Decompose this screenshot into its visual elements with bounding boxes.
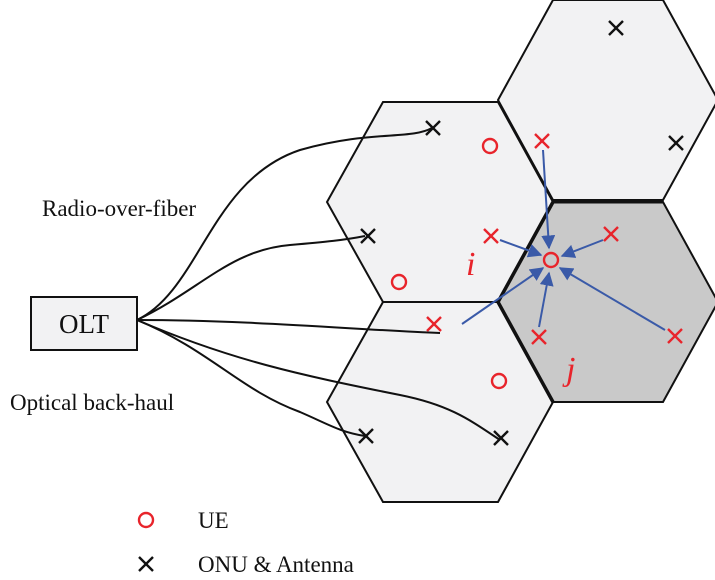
optical-backhaul-label: Optical back-haul <box>10 390 174 415</box>
onu-marker <box>425 120 441 136</box>
red-onu-marker <box>483 228 499 244</box>
interference-arrow <box>461 267 545 325</box>
cells <box>325 0 715 503</box>
fiber-links <box>136 127 501 441</box>
ue-marker-target <box>542 251 560 269</box>
legend: UE ONU & Antenna <box>137 508 354 577</box>
legend-ue-symbol <box>137 511 155 529</box>
onu-marker <box>668 135 684 151</box>
legend-item-ue: UE <box>137 508 229 533</box>
cell-j-label: j <box>562 351 575 388</box>
radio-over-fiber-label: Radio-over-fiber <box>42 196 196 221</box>
ue-markers <box>390 137 560 390</box>
fiber-link-3 <box>136 319 441 334</box>
interference-arrow <box>560 239 604 258</box>
fiber-link-1 <box>136 127 433 321</box>
cell-i-label: i <box>466 246 475 283</box>
fiber-link-2 <box>136 235 366 321</box>
olt-label: OLT <box>59 309 110 339</box>
legend-ue-label: UE <box>198 508 229 533</box>
fiber-link-5 <box>136 319 501 441</box>
fiber-link-4 <box>136 319 366 437</box>
ue-marker <box>390 273 408 291</box>
onu-markers <box>358 20 684 446</box>
interfering-onu-markers <box>426 133 683 345</box>
ue-marker <box>490 372 508 390</box>
cell-j-border <box>496 201 555 403</box>
onu-marker <box>358 428 374 444</box>
interference-arrow <box>541 149 556 250</box>
ue-marker <box>481 137 499 155</box>
hex-cell-top-right <box>496 0 715 201</box>
interference-arrow <box>558 267 666 331</box>
red-onu-marker <box>534 133 550 149</box>
interference-arrow <box>538 271 554 328</box>
red-onu-marker <box>531 329 547 345</box>
olt-node: OLT <box>30 296 138 351</box>
interference-arrows <box>461 149 666 331</box>
red-onu-marker <box>667 328 683 344</box>
onu-marker <box>608 20 624 36</box>
legend-item-onu: ONU & Antenna <box>138 552 354 577</box>
olt-box <box>30 296 138 351</box>
legend-onu-label: ONU & Antenna <box>198 552 354 577</box>
interference-arrow <box>499 239 543 258</box>
red-onu-marker <box>603 226 619 242</box>
onu-marker <box>493 430 509 446</box>
red-onu-marker <box>426 316 442 332</box>
onu-marker <box>360 228 376 244</box>
legend-onu-symbol <box>138 556 154 572</box>
